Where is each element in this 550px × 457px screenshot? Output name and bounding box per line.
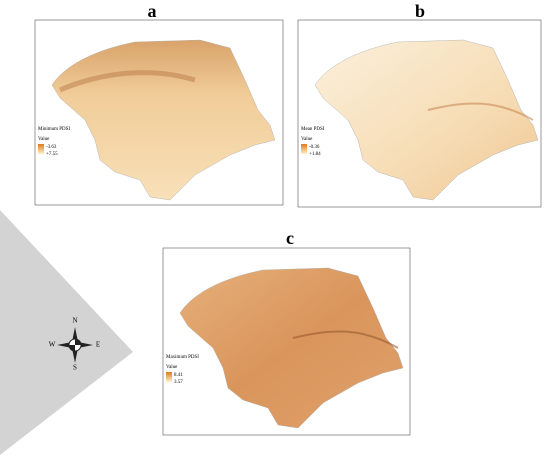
legend-title: Maximum PDSI xyxy=(166,355,199,360)
legend-low: +7.55 xyxy=(46,152,58,157)
legend-heading: Value xyxy=(38,137,50,142)
legend-heading: Value xyxy=(166,365,178,370)
panel-label: c xyxy=(286,228,294,248)
map-feature xyxy=(427,102,534,121)
panel-c: Maximum PDSI Value 8.41 3.57 xyxy=(162,247,411,436)
legend-swatch xyxy=(301,144,307,154)
compass-e: E xyxy=(96,341,100,349)
compass-n: N xyxy=(72,317,77,325)
legend-low: 3.57 xyxy=(174,380,183,385)
compass: N S E W xyxy=(49,317,100,372)
pointer-shape xyxy=(0,210,133,455)
panel-label: b xyxy=(415,1,425,21)
compass-w: W xyxy=(49,341,56,349)
panel-label: a xyxy=(148,1,157,21)
map-feature xyxy=(59,70,196,93)
legend-title: Mean PDSI xyxy=(301,127,325,132)
legend-title: Minimum PDSI xyxy=(38,127,70,132)
legend-high: -0.36 xyxy=(309,145,320,150)
map-feature xyxy=(292,330,399,349)
legend-high: -3.63 xyxy=(46,145,57,150)
legend-swatch xyxy=(166,372,172,382)
compass-fill xyxy=(69,339,81,351)
panel-b: Mean PDSI Value -0.36 +1.84 xyxy=(297,19,542,208)
compass-s: S xyxy=(73,364,77,372)
legend-heading: Value xyxy=(301,137,313,142)
legend-swatch xyxy=(38,144,44,154)
legend-high: 8.41 xyxy=(174,373,183,378)
legend-low: +1.84 xyxy=(309,152,321,157)
panel-a: Minimum PDSI Value -3.63 +7.55 xyxy=(34,19,284,206)
